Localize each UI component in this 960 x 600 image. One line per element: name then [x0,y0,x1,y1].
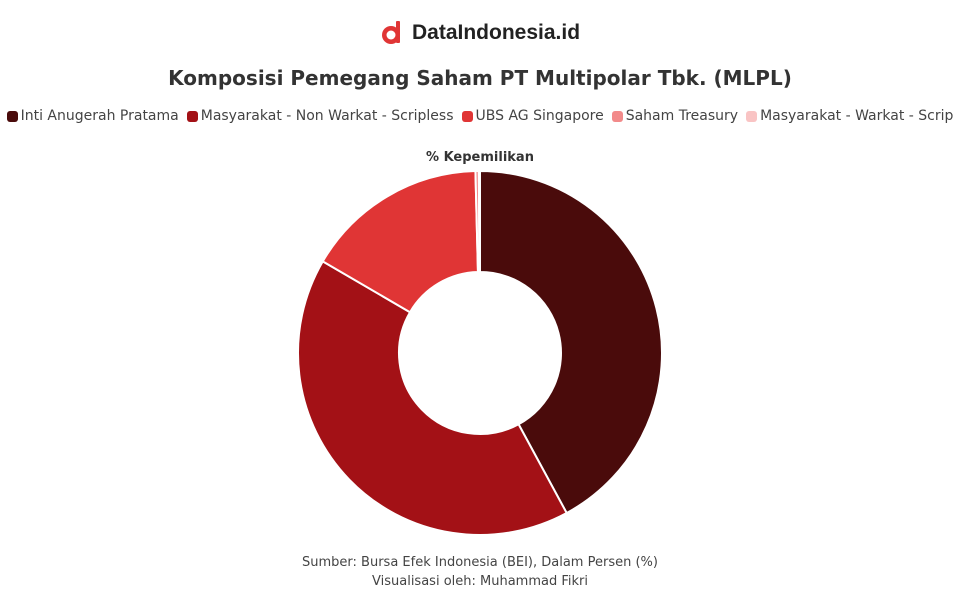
legend-swatch [746,110,758,122]
legend-item: UBS AG Singapore [461,108,604,124]
chart-title: Komposisi Pemegang Saham PT Multipolar T… [168,66,792,90]
brand-text: DataIndonesia.id [411,21,581,44]
source: Sumber: Bursa Efek Indonesia (BEI), Dala… [302,555,658,570]
brand: DataIndonesia.id [0,20,960,46]
brand-logo [381,21,400,44]
legend-swatch [6,110,18,122]
legend-item: Masyarakat - Non Warkat - Scripless [186,108,454,124]
legend-item: Inti Anugerah Pratama [6,108,179,124]
legend-label: Saham Treasury [625,108,739,124]
donut-slice [321,170,479,314]
chart: % Kepemilikan [297,150,663,536]
legend-swatch [461,110,473,122]
donut-slice [297,259,569,536]
footer: Sumber: Bursa Efek Indonesia (BEI), Dala… [0,553,960,591]
donut-slice [479,169,663,515]
legend-swatch [186,110,198,122]
credit: Visualisasi oleh: Muhammad Fikri [372,574,588,589]
legend-label: Masyarakat - Warkat - Scrip [760,108,954,124]
legend-label: Inti Anugerah Pratama [20,108,179,124]
legend-item: Masyarakat - Warkat - Scrip [746,108,953,124]
donut-slice [477,169,481,274]
legend-label: UBS AG Singapore [475,108,604,124]
chart-subtitle: % Kepemilikan [426,150,534,165]
legend-swatch [611,110,623,122]
legend-label: Masyarakat - Non Warkat - Scripless [200,108,454,124]
legend: Inti Anugerah Pratama Masyarakat - Non Wa… [0,108,960,124]
legend-item: Saham Treasury [611,108,739,124]
